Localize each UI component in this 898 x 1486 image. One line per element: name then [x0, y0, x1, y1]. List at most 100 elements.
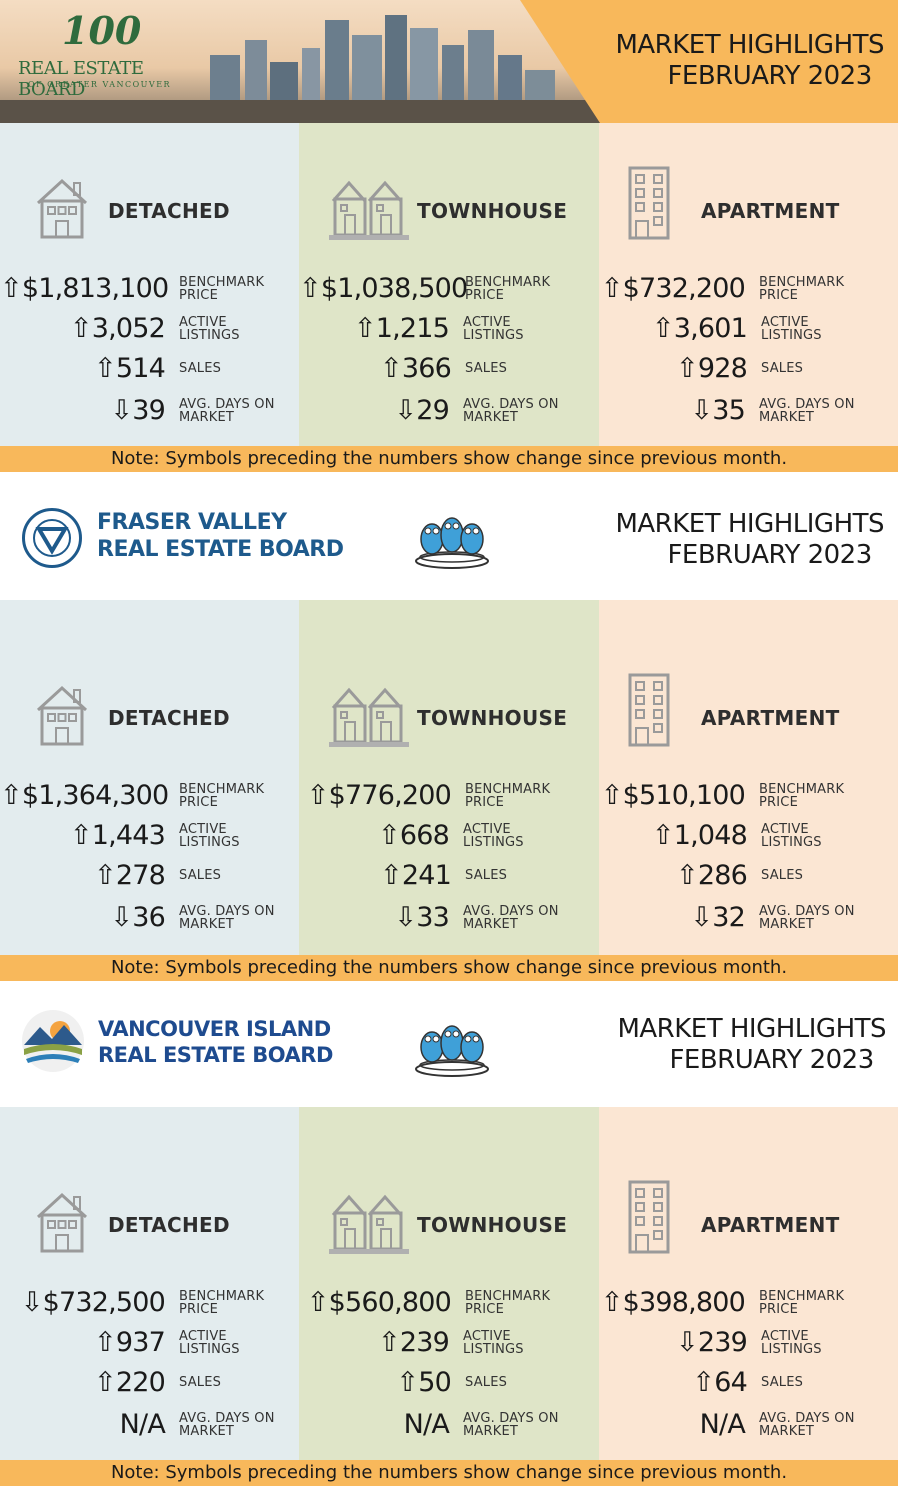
stat-row-avg-days-on-market: ⇩29 AVG. DAYS ON MARKET	[299, 395, 559, 426]
stat-row-benchmark-price: ⇧$776,200 BENCHMARK PRICE	[299, 780, 550, 811]
stat-number: 514	[115, 353, 166, 384]
apartment-column: APARTMENT ⇧$398,800 BENCHMARK PRICE ⇩239 ACT…	[599, 1107, 898, 1460]
stat-row-avg-days-on-market: N/A AVG. DAYS ON MARKET	[299, 1409, 559, 1440]
stat-value: ⇧286	[599, 860, 748, 891]
stat-row-benchmark-price: ⇧$1,038,500 BENCHMARK PRICE	[299, 273, 550, 304]
stat-row-avg-days-on-market: ⇩39 AVG. DAYS ON MARKET	[0, 395, 275, 426]
up-arrow-icon: ⇧	[69, 820, 93, 851]
stat-label: SALES	[465, 361, 508, 376]
stat-value: ⇧668	[299, 820, 450, 851]
stat-label: ACTIVE LISTINGS	[463, 314, 524, 343]
stat-number: 35	[712, 395, 746, 426]
apartment-column: APARTMENT ⇧$510,100 BENCHMARK PRICE ⇧1,048 A…	[599, 600, 898, 955]
stat-label: AVG. DAYS ON MARKET	[463, 1410, 559, 1439]
stat-row-sales: ⇧366 SALES	[299, 353, 507, 384]
stat-number: N/A	[119, 1409, 166, 1440]
stat-row-active-listings: ⇧3,601 ACTIVE LISTINGS	[599, 313, 822, 344]
stat-number: 32	[712, 902, 746, 933]
stat-label: AVG. DAYS ON MARKET	[179, 396, 275, 425]
down-arrow-icon: ⇩	[20, 1287, 44, 1318]
stat-value: N/A	[599, 1409, 746, 1440]
owl-nest-icon	[415, 1025, 489, 1077]
up-arrow-icon: ⇧	[94, 1367, 117, 1398]
stat-value: ⇧$560,800	[299, 1287, 452, 1318]
up-arrow-icon: ⇧	[378, 1327, 401, 1358]
stat-value: ⇧220	[0, 1367, 166, 1398]
townhouse-column: TOWNHOUSE ⇧$776,200 BENCHMARK PRICE ⇧668 ACT…	[299, 600, 599, 955]
stat-value: ⇧$776,200	[299, 780, 452, 811]
market-highlights-title: MARKET HIGHLIGHTS FEBRUARY 2023	[615, 30, 884, 92]
stat-value: ⇩33	[299, 902, 449, 933]
apartment-column: APARTMENT ⇧$732,200 BENCHMARK PRICE ⇧3,601 A…	[599, 123, 898, 446]
property-type-title: TOWNHOUSE	[417, 706, 568, 730]
stat-label: BENCHMARK PRICE	[179, 1288, 265, 1317]
up-arrow-icon: ⇧	[396, 1367, 419, 1398]
skyline-banner	[0, 0, 600, 123]
up-arrow-icon: ⇧	[69, 313, 93, 344]
vi-landscape-logo-icon	[22, 1010, 84, 1072]
stat-label: SALES	[465, 1375, 508, 1390]
up-arrow-icon: ⇧	[600, 273, 624, 304]
stat-label: AVG. DAYS ON MARKET	[759, 903, 855, 932]
board-header-fv: FRASER VALLEY REAL ESTATE BOARD MARKET H…	[0, 478, 898, 600]
title-line1: MARKET HIGHLIGHTS	[615, 30, 884, 60]
stat-value: ⇧$510,100	[599, 780, 746, 811]
stat-label: BENCHMARK PRICE	[179, 274, 265, 303]
stat-value: ⇩$732,500	[0, 1287, 166, 1318]
stat-value: ⇩239	[599, 1327, 748, 1358]
up-arrow-icon: ⇧	[600, 780, 624, 811]
stat-label: ACTIVE LISTINGS	[761, 821, 822, 850]
stat-label: ACTIVE LISTINGS	[463, 821, 524, 850]
property-type-title: APARTMENT	[701, 1213, 840, 1237]
up-arrow-icon: ⇧	[0, 273, 23, 304]
stat-label: ACTIVE LISTINGS	[761, 314, 822, 343]
stat-number: N/A	[403, 1409, 450, 1440]
stat-value: ⇧$1,364,300	[0, 780, 169, 811]
note-bar: Note: Symbols preceding the numbers show…	[0, 1460, 898, 1486]
up-arrow-icon: ⇧	[676, 860, 699, 891]
stat-number: 36	[132, 902, 166, 933]
up-arrow-icon: ⇧	[651, 820, 675, 851]
title-line2: FEBRUARY 2023	[667, 61, 872, 91]
stat-row-benchmark-price: ⇧$1,813,100 BENCHMARK PRICE	[0, 273, 264, 304]
stat-row-avg-days-on-market: N/A AVG. DAYS ON MARKET	[599, 1409, 855, 1440]
stat-row-avg-days-on-market: ⇩33 AVG. DAYS ON MARKET	[299, 902, 559, 933]
stat-number: $1,364,300	[21, 780, 169, 811]
stat-row-sales: ⇧220 SALES	[0, 1367, 221, 1398]
townhouse-icon	[329, 686, 409, 753]
stat-value: ⇩35	[599, 395, 745, 426]
stat-value: ⇧$398,800	[599, 1287, 746, 1318]
stat-row-benchmark-price: ⇧$398,800 BENCHMARK PRICE	[599, 1287, 844, 1318]
down-arrow-icon: ⇩	[676, 1327, 699, 1358]
up-arrow-icon: ⇧	[0, 780, 23, 811]
stat-label: BENCHMARK PRICE	[179, 781, 265, 810]
stat-label: SALES	[179, 868, 222, 883]
stat-label: AVG. DAYS ON MARKET	[463, 903, 559, 932]
stat-row-benchmark-price: ⇧$560,800 BENCHMARK PRICE	[299, 1287, 550, 1318]
property-type-title: TOWNHOUSE	[417, 1213, 568, 1237]
stat-value: ⇧1,215	[299, 313, 450, 344]
townhouse-icon	[329, 179, 409, 246]
stat-number: 668	[399, 820, 450, 851]
logo-line1: REAL ESTATE BOARD	[18, 58, 144, 100]
stat-number: 239	[697, 1327, 748, 1358]
stat-label: AVG. DAYS ON MARKET	[463, 396, 559, 425]
stat-number: $560,800	[328, 1287, 452, 1318]
stat-number: $1,813,100	[21, 273, 169, 304]
stat-label: ACTIVE LISTINGS	[179, 1328, 240, 1357]
up-arrow-icon: ⇧	[306, 1287, 330, 1318]
stat-label: AVG. DAYS ON MARKET	[759, 1410, 855, 1439]
stat-row-sales: ⇧514 SALES	[0, 353, 221, 384]
stat-number: $776,200	[328, 780, 452, 811]
stat-number: 3,052	[91, 313, 166, 344]
stat-value: ⇧64	[599, 1367, 747, 1398]
stat-number: 64	[714, 1367, 748, 1398]
title-line2: FEBRUARY 2023	[667, 540, 872, 570]
stat-value: ⇧1,443	[0, 820, 166, 851]
up-arrow-icon: ⇧	[94, 1327, 117, 1358]
fraser-valley-logo	[22, 508, 82, 568]
up-arrow-icon: ⇧	[651, 313, 675, 344]
stat-row-avg-days-on-market: N/A AVG. DAYS ON MARKET	[0, 1409, 275, 1440]
stat-row-avg-days-on-market: ⇩35 AVG. DAYS ON MARKET	[599, 395, 855, 426]
house-icon	[34, 177, 90, 244]
